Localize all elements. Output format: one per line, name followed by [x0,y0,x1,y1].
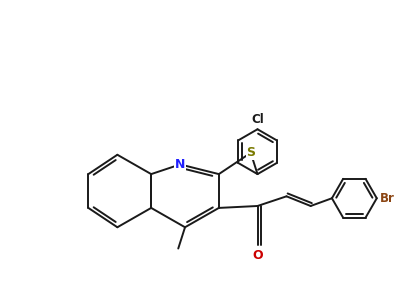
Text: O: O [252,249,263,261]
Text: N: N [175,158,185,171]
Text: S: S [246,146,255,159]
Text: Cl: Cl [251,113,264,126]
Text: Br: Br [380,192,395,205]
